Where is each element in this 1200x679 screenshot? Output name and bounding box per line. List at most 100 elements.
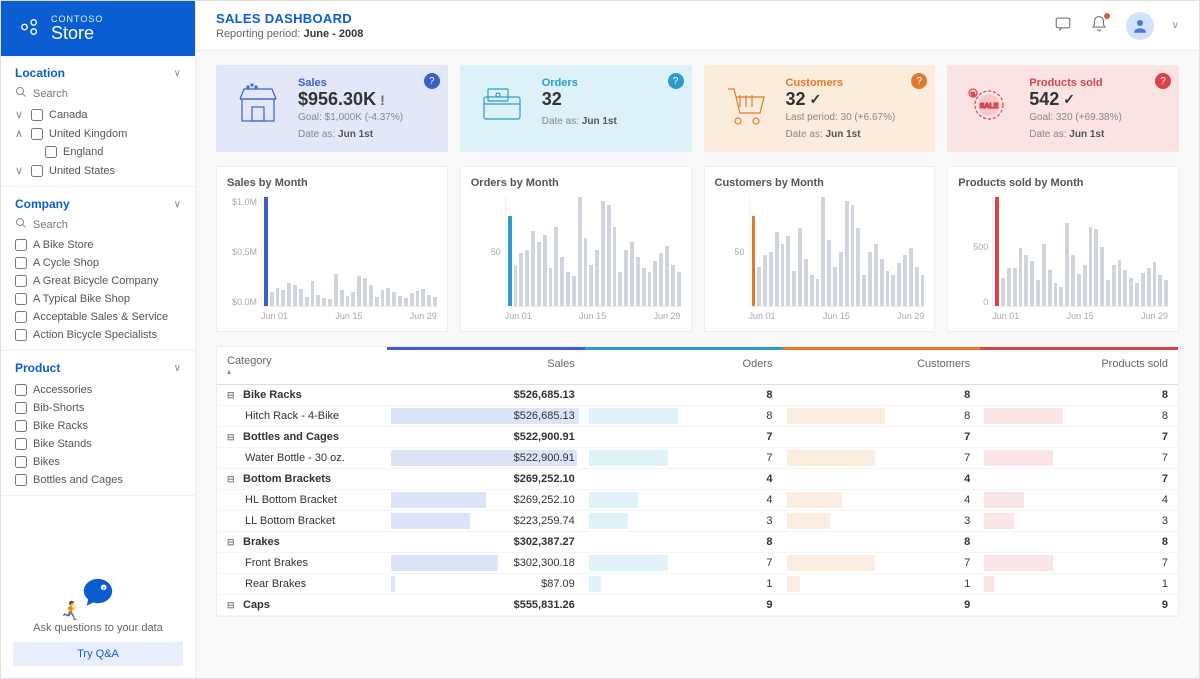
chart-bar[interactable] [1141,273,1145,306]
chart-bar[interactable] [775,232,779,306]
chart-bar[interactable] [648,272,652,306]
chart-bar[interactable] [816,279,820,306]
try-qa-button[interactable]: Try Q&A [13,642,183,666]
chart-bar[interactable] [270,292,274,306]
chart-bar[interactable] [1164,280,1168,306]
chart-bar[interactable] [416,291,420,306]
expand-icon[interactable]: ∧ [15,127,25,140]
chart-bar[interactable] [293,285,297,306]
chart-bar[interactable] [1094,229,1098,306]
company-checkbox[interactable] [15,239,27,251]
info-badge-icon[interactable]: ? [424,73,440,89]
chart-bar[interactable] [903,255,907,306]
product-item[interactable]: Bib-Shorts [15,399,181,417]
chart-bar[interactable] [1054,283,1058,306]
chart-bar[interactable] [363,278,367,306]
chevron-down-icon[interactable]: ∨ [1172,20,1179,31]
chart-card[interactable]: Sales by Month $1.0M$0.5M$0.0M Jun 01Jun… [216,166,448,332]
table-row[interactable]: ⊟Bottom Brackets$269,252.10447 [217,469,1178,490]
location-item[interactable]: ∧United Kingdom [15,124,181,143]
filter-company-header[interactable]: Company ∨ [15,197,181,211]
location-search-input[interactable] [33,88,181,100]
chart-bar[interactable] [369,285,373,306]
chart-bar[interactable] [398,296,402,306]
chart-bar[interactable] [392,292,396,306]
chart-bar[interactable] [786,236,790,306]
chart-bar[interactable] [427,295,431,306]
chart-bar[interactable] [798,228,802,306]
company-item[interactable]: A Bike Store [15,236,181,254]
chart-bar[interactable] [804,259,808,306]
chart-bar[interactable] [595,250,599,306]
chart-bar[interactable] [381,290,385,306]
chart-bar[interactable] [404,298,408,306]
chart-bar[interactable] [1089,227,1093,307]
table-row[interactable]: ⊟Bottles and Cages$522,900.91777 [217,427,1178,448]
chart-bar[interactable] [433,297,437,306]
chart-bar[interactable] [311,281,315,306]
chart-bar[interactable] [334,274,338,306]
chart-bar[interactable] [763,255,767,306]
product-checkbox[interactable] [15,474,27,486]
expand-icon[interactable]: ∨ [15,108,25,121]
chart-bar[interactable] [874,244,878,306]
chart-bar[interactable] [886,271,890,306]
chart-bar[interactable] [584,238,588,306]
product-checkbox[interactable] [15,384,27,396]
chart-bar[interactable] [1001,278,1005,306]
chart-bar[interactable] [554,227,558,306]
chart-bar[interactable] [1071,255,1075,306]
product-item[interactable]: Bikes [15,453,181,471]
chart-bar[interactable] [891,275,895,306]
kpi-card[interactable]: Orders 32 Date as: Jun 1st ? [460,65,692,152]
chart-bar[interactable] [845,201,849,306]
chart-bar[interactable] [653,261,657,306]
chart-bar[interactable] [276,288,280,306]
chart-bar[interactable] [549,268,553,306]
location-checkbox[interactable] [31,128,43,140]
chart-bar[interactable] [677,272,681,306]
chart-bar[interactable] [531,231,535,306]
chart-bar[interactable] [1077,274,1081,306]
location-item[interactable]: England [15,143,181,161]
table-row[interactable]: LL Bottom Bracket$223,259.74333 [217,511,1178,532]
chart-bar[interactable] [757,267,761,306]
chart-bar[interactable] [659,253,663,306]
company-item[interactable]: A Cycle Shop [15,254,181,272]
chart-bar[interactable] [897,263,901,306]
chart-bar[interactable] [1019,248,1023,306]
chart-bar[interactable] [264,197,268,306]
chart-bar[interactable] [1106,280,1110,306]
chart-bar[interactable] [566,272,570,306]
collapse-icon[interactable]: ⊟ [227,537,237,548]
company-checkbox[interactable] [15,257,27,269]
chart-card[interactable]: Customers by Month 50 Jun 01Jun 15Jun 29 [704,166,936,332]
location-checkbox[interactable] [45,146,57,158]
table-column-header[interactable]: Oders [585,347,783,384]
product-item[interactable]: Accessories [15,381,181,399]
chart-bar[interactable] [833,267,837,306]
table-row[interactable]: Front Brakes$302,300.18777 [217,553,1178,574]
table-row[interactable]: Hitch Rack - 4-Bike$526,685.13888 [217,406,1178,427]
chart-bar[interactable] [1123,270,1127,306]
info-badge-icon[interactable]: ? [668,73,684,89]
chart-bar[interactable] [856,228,860,306]
table-row[interactable]: ⊟Caps$555,831.26999 [217,595,1178,616]
collapse-icon[interactable]: ⊟ [227,432,237,443]
user-avatar[interactable] [1126,12,1154,40]
chart-bar[interactable] [636,257,640,306]
chart-bar[interactable] [821,197,825,306]
chart-bar[interactable] [1059,287,1063,306]
company-checkbox[interactable] [15,275,27,287]
chart-bar[interactable] [781,244,785,306]
chart-bar[interactable] [1042,244,1046,306]
table-row[interactable]: Rear Brakes$87.09111 [217,574,1178,595]
chart-bar[interactable] [1158,275,1162,306]
chart-bar[interactable] [1048,270,1052,306]
chart-bar[interactable] [1135,283,1139,306]
info-badge-icon[interactable]: ? [911,73,927,89]
chart-bar[interactable] [525,250,529,306]
chart-bar[interactable] [305,297,309,306]
location-checkbox[interactable] [31,165,43,177]
location-item[interactable]: ∨United States [15,161,181,180]
